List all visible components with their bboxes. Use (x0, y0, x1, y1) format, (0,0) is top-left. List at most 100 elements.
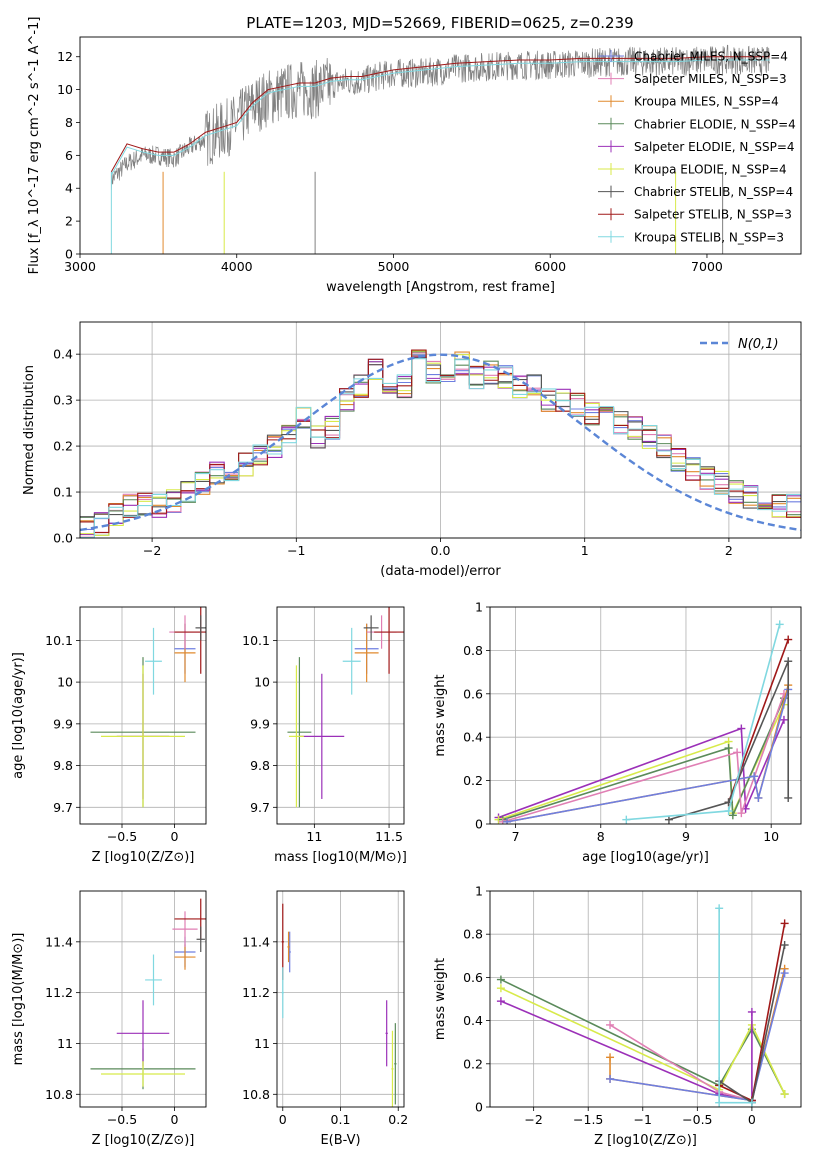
data-point (342, 627, 361, 695)
age_vs_mass-axes: 11 11.5 9.7 9.8 9.9 10 10.1 mass [log10(M/M⊙)] (242, 607, 407, 865)
weight-line (668, 660, 790, 821)
x-tick-label: 7000 (691, 259, 723, 274)
x-tick-label: 3000 (64, 259, 96, 274)
y-tick-label: 6 (65, 148, 73, 163)
legend-label: Kroupa MILES, N_SSP=4 (634, 95, 779, 109)
age_vs_Z-axes: −0.5 0 9.7 9.8 9.9 10 10.1 Z [log10(Z/Z⊙)] age [… (11, 607, 206, 865)
residuals-plot (80, 349, 801, 538)
x-tick-label: 11 (306, 829, 322, 844)
y-tick-label: 11.2 (45, 985, 73, 1000)
y-tick-label: 10 (57, 675, 73, 690)
data-point (174, 944, 196, 970)
data-point (287, 931, 290, 963)
y-tick-label: 0.6 (463, 970, 483, 985)
x-tick-label: 10 (763, 829, 779, 844)
x-axis-label: Z [log10(Z/Z⊙)] (594, 1133, 697, 1148)
spectrum-plot (110, 44, 770, 254)
x-tick-label: 11.5 (375, 829, 403, 844)
y-tick-label: 1 (475, 600, 483, 615)
y-tick-label: 0.8 (463, 643, 483, 658)
x-tick-label: 0.0 (431, 543, 451, 558)
y-tick-label: 10.1 (45, 633, 73, 648)
y-tick-label: 9.9 (250, 716, 270, 731)
axes-frame (79, 36, 802, 255)
data-point (101, 665, 185, 808)
mass_vs_Z-axes: −0.5 0 10.8 11 11.2 11.4 Z [log10(Z/Z⊙)] mass [… (11, 891, 206, 1148)
x-axis-label: E(B-V) (320, 1133, 360, 1148)
y-tick-label: 2 (65, 214, 73, 229)
y-tick-label: 0.2 (463, 773, 483, 788)
y-axis-label: mass weight (433, 674, 448, 756)
figure-title: PLATE=1203, MJD=52669, FIBERID=0625, z=0… (246, 14, 633, 32)
axes-frame (79, 890, 207, 1108)
y-tick-label: 0 (475, 817, 483, 832)
weight_vs_Z-axes: −2 −1.5 −1 −0.5 0 0 0.2 0.4 0.6 0.8 1 Z [log10(Z/Z⊙… (433, 884, 801, 1148)
y-axis-label: Normed distribution (22, 365, 37, 495)
weight_vs_age-plot (494, 620, 793, 824)
x-tick-label: 8 (597, 829, 605, 844)
axes-frame (489, 890, 802, 1108)
weight-line (502, 697, 785, 821)
x-tick-label: 0 (171, 829, 179, 844)
x-tick-label: 2 (725, 543, 733, 558)
data-point (172, 911, 198, 947)
x-tick-label: 0.2 (388, 1112, 408, 1127)
y-tick-label: 11.2 (242, 985, 270, 1000)
data-point (195, 615, 206, 641)
legend-label: Kroupa STELIB, N_SSP=3 (634, 230, 784, 244)
y-tick-label: 0.4 (463, 1013, 483, 1028)
legend-label: Salpeter ELODIE, N_SSP=4 (634, 140, 795, 154)
data-point (391, 1030, 394, 1107)
residuals-legend: N(0,1) (700, 337, 779, 352)
data-point (196, 926, 205, 952)
x-tick-label: −0.5 (107, 829, 137, 844)
data-point (374, 607, 404, 674)
data-point (101, 1061, 185, 1087)
y-axis-label: mass [log10(M/M⊙)] (11, 933, 26, 1066)
x-tick-label: −0.5 (682, 1112, 712, 1127)
axes-frame (276, 890, 405, 1108)
y-tick-label: 10.8 (45, 1087, 73, 1102)
x-axis-label: Z [log10(Z/Z⊙)] (92, 850, 195, 865)
y-tick-label: 0.4 (53, 347, 73, 362)
data-point (145, 627, 162, 695)
weight-line (718, 908, 752, 1104)
axes-frame (489, 606, 802, 825)
y-tick-label: 9.7 (250, 800, 270, 815)
x-tick-label: 0.1 (331, 1112, 351, 1127)
data-point (354, 623, 379, 683)
histogram-kroupa_stelib (80, 358, 801, 538)
y-tick-label: 9.8 (250, 758, 270, 773)
spectrum-model-kroupa-stelib (110, 59, 770, 176)
legend-label: N(0,1) (738, 337, 779, 352)
x-axis-label: (data-model)/error (380, 564, 501, 579)
x-tick-label: −2 (143, 543, 161, 558)
data-point (287, 657, 312, 808)
legend-label: Chabrier STELIB, N_SSP=4 (634, 185, 793, 199)
x-tick-label: 0 (748, 1112, 756, 1127)
x-tick-label: 5000 (378, 259, 410, 274)
weight_vs_Z-plot (496, 904, 789, 1107)
y-tick-label: 4 (65, 181, 73, 196)
x-tick-label: 0 (171, 1112, 179, 1127)
x-tick-label: 7 (512, 829, 520, 844)
y-tick-label: 0.0 (53, 531, 73, 546)
y-tick-label: 0.3 (53, 393, 73, 408)
data-point (116, 1000, 170, 1067)
x-tick-label: −2 (524, 1112, 542, 1127)
y-tick-label: 0.6 (463, 686, 483, 701)
data-point (281, 967, 284, 1019)
y-tick-label: 0.2 (53, 439, 73, 454)
legend-label: Chabrier MILES, N_SSP=4 (634, 50, 788, 64)
mass_vs_Z-plot (90, 898, 206, 1090)
residuals-axes: −2 −1 0.0 1 2 0.0 0.1 0.2 0.3 0.4 (data-model)/err… (22, 322, 801, 579)
y-tick-label: 0.1 (53, 485, 73, 500)
data-point (385, 1000, 388, 1067)
weight-line (500, 1000, 753, 1102)
x-axis-label: mass [log10(M/M⊙)] (274, 850, 407, 865)
weight-line (500, 987, 786, 1095)
y-axis-label: Flux [f_λ 10^-17 erg cm^-2 s^-1 A^-1] (27, 17, 42, 275)
x-axis-label: age [log10(age/yr)] (582, 850, 709, 865)
data-point (288, 665, 304, 808)
